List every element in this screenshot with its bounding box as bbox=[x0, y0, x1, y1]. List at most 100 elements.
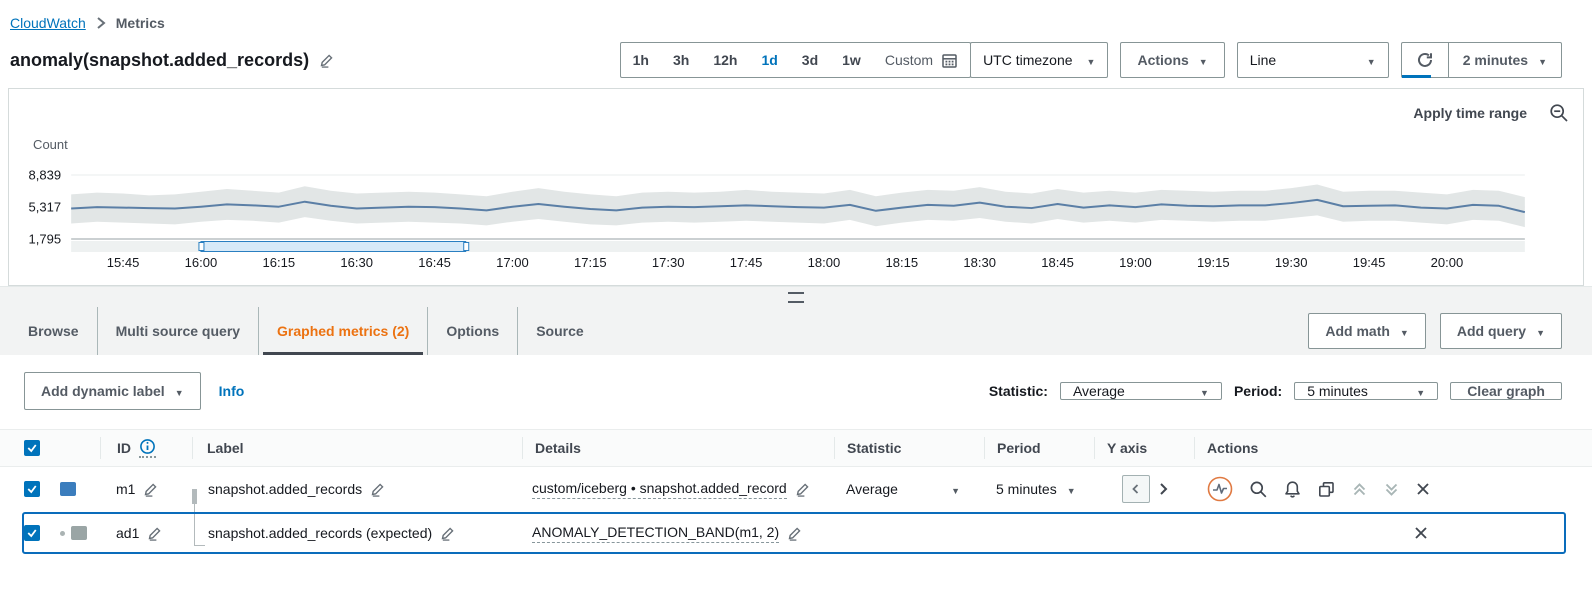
create-alarm-icon[interactable] bbox=[1283, 480, 1302, 499]
id-info-icon[interactable] bbox=[139, 438, 156, 458]
svg-text:15:45: 15:45 bbox=[107, 255, 140, 270]
col-period: Period bbox=[997, 440, 1041, 456]
metric-details-link[interactable]: ANOMALY_DETECTION_BAND(m1, 2) bbox=[532, 524, 780, 543]
edit-details-icon[interactable] bbox=[795, 482, 810, 497]
edit-id-icon[interactable] bbox=[147, 526, 162, 541]
row-ad1-checkbox[interactable] bbox=[24, 525, 40, 541]
info-link[interactable]: Info bbox=[218, 383, 245, 399]
clear-graph-button[interactable]: Clear graph bbox=[1450, 382, 1562, 400]
svg-text:17:00: 17:00 bbox=[496, 255, 529, 270]
edit-label-icon[interactable] bbox=[370, 482, 385, 497]
tab-graphed-metrics[interactable]: Graphed metrics (2) bbox=[258, 307, 427, 355]
col-actions: Actions bbox=[1207, 440, 1259, 456]
metric-label: snapshot.added_records bbox=[208, 481, 363, 497]
splitter-grip-icon[interactable] bbox=[788, 291, 804, 303]
y-axis-right-toggle[interactable] bbox=[1156, 481, 1172, 497]
panel-splitter bbox=[0, 286, 1592, 307]
svg-text:16:00: 16:00 bbox=[185, 255, 218, 270]
drag-handle[interactable] bbox=[192, 489, 197, 504]
period-select[interactable]: 5 minutes bbox=[1294, 382, 1439, 400]
breadcrumb-chevron-icon bbox=[96, 16, 106, 30]
col-id: ID bbox=[117, 440, 131, 456]
edit-label-icon[interactable] bbox=[440, 526, 455, 541]
statistic-select[interactable]: Average bbox=[1059, 382, 1222, 400]
apply-time-range-button[interactable]: Apply time range bbox=[1413, 105, 1527, 121]
breadcrumb-cloudwatch-link[interactable]: CloudWatch bbox=[10, 15, 86, 31]
svg-text:16:30: 16:30 bbox=[340, 255, 373, 270]
zoom-metric-icon[interactable] bbox=[1249, 480, 1268, 499]
refresh-group: 2 minutes bbox=[1400, 42, 1562, 78]
tab-options[interactable]: Options bbox=[427, 307, 517, 355]
breadcrumb: CloudWatch Metrics bbox=[10, 12, 1562, 34]
svg-text:1,795: 1,795 bbox=[29, 232, 62, 247]
row-statistic-select[interactable]: Average bbox=[834, 481, 984, 497]
edit-details-icon[interactable] bbox=[787, 526, 802, 541]
svg-text:17:45: 17:45 bbox=[730, 255, 763, 270]
svg-text:8,839: 8,839 bbox=[29, 168, 62, 183]
svg-text:19:45: 19:45 bbox=[1353, 255, 1386, 270]
band-dot bbox=[60, 530, 65, 536]
metric-color-swatch bbox=[60, 482, 76, 496]
chevron-down-icon bbox=[1200, 383, 1209, 399]
svg-text:18:15: 18:15 bbox=[886, 255, 919, 270]
tab-browse[interactable]: Browse bbox=[28, 323, 79, 339]
svg-text:Count: Count bbox=[33, 137, 68, 152]
col-statistic: Statistic bbox=[847, 440, 902, 456]
range-custom[interactable]: Custom bbox=[873, 52, 970, 69]
refresh-button[interactable] bbox=[1401, 43, 1449, 78]
zoom-out-icon[interactable] bbox=[1549, 103, 1569, 123]
chevron-down-icon bbox=[1067, 481, 1076, 497]
tab-bar: Browse Multi source query Graphed metric… bbox=[0, 307, 1592, 355]
remove-metric-icon[interactable] bbox=[1413, 525, 1429, 541]
timezone-select[interactable]: UTC timezone bbox=[970, 42, 1109, 78]
graphed-metrics-table: ID Label Details Statistic Period Y axis… bbox=[0, 429, 1592, 555]
row-period-select[interactable]: 5 minutes bbox=[984, 481, 1094, 497]
band-color-swatch bbox=[71, 526, 87, 540]
col-label: Label bbox=[207, 440, 244, 456]
svg-text:18:30: 18:30 bbox=[963, 255, 996, 270]
refresh-interval-select[interactable]: 2 minutes bbox=[1449, 43, 1561, 77]
svg-text:17:15: 17:15 bbox=[574, 255, 607, 270]
range-1d-active[interactable]: 1d bbox=[761, 52, 778, 68]
range-3d[interactable]: 3d bbox=[801, 52, 819, 68]
chevron-down-icon bbox=[1416, 383, 1425, 399]
move-down-icon[interactable] bbox=[1383, 481, 1400, 498]
page-title: anomaly(snapshot.added_records) bbox=[10, 50, 334, 71]
svg-text:18:45: 18:45 bbox=[1041, 255, 1074, 270]
move-up-icon[interactable] bbox=[1351, 481, 1368, 498]
svg-text:18:00: 18:00 bbox=[808, 255, 841, 270]
tab-multi-source-query[interactable]: Multi source query bbox=[96, 307, 258, 355]
actions-button[interactable]: Actions bbox=[1120, 42, 1225, 78]
table-header-row: ID Label Details Statistic Period Y axis… bbox=[0, 429, 1592, 467]
metric-id: ad1 bbox=[116, 525, 140, 541]
range-1w[interactable]: 1w bbox=[842, 52, 861, 68]
add-dynamic-label-button[interactable]: Add dynamic label bbox=[24, 372, 201, 410]
graphed-metrics-content: Add dynamic label Info Statistic: Averag… bbox=[0, 355, 1592, 555]
add-math-button[interactable]: Add math bbox=[1308, 313, 1426, 349]
edit-id-icon[interactable] bbox=[143, 482, 158, 497]
metric-id: m1 bbox=[116, 481, 136, 497]
range-1h[interactable]: 1h bbox=[632, 52, 649, 68]
range-3h[interactable]: 3h bbox=[672, 52, 690, 68]
table-row-m1: m1 snapshot.added_records custom/iceberg… bbox=[0, 467, 1592, 511]
chevron-down-icon bbox=[1199, 52, 1208, 68]
anomaly-detection-icon[interactable] bbox=[1206, 475, 1234, 503]
remove-metric-icon[interactable] bbox=[1415, 481, 1431, 497]
row-m1-checkbox[interactable] bbox=[24, 481, 40, 497]
edit-title-icon[interactable] bbox=[319, 53, 334, 68]
add-query-button[interactable]: Add query bbox=[1439, 313, 1562, 349]
range-12h[interactable]: 12h bbox=[713, 52, 738, 68]
chart-panel: Apply time range Count 1,795 5,317 8,839 15:… bbox=[8, 88, 1584, 286]
chevron-down-icon bbox=[1367, 52, 1376, 68]
time-range-group: 1h 3h 12h 1d 3d 1w Custom bbox=[619, 42, 972, 78]
period-label: Period: bbox=[1233, 383, 1283, 399]
tab-source[interactable]: Source bbox=[517, 307, 601, 355]
duplicate-icon[interactable] bbox=[1317, 480, 1336, 499]
y-axis-left-toggle[interactable] bbox=[1122, 475, 1150, 503]
select-all-checkbox[interactable] bbox=[24, 440, 40, 456]
metric-details-link[interactable]: custom/iceberg • snapshot.added_record bbox=[532, 480, 787, 499]
metrics-line-chart[interactable]: Count 1,795 5,317 8,839 15:45 16:00 16:15 16:30… bbox=[9, 127, 1583, 277]
chevron-down-icon bbox=[951, 481, 960, 497]
chart-type-select[interactable]: Line bbox=[1236, 42, 1389, 78]
svg-text:16:15: 16:15 bbox=[263, 255, 296, 270]
